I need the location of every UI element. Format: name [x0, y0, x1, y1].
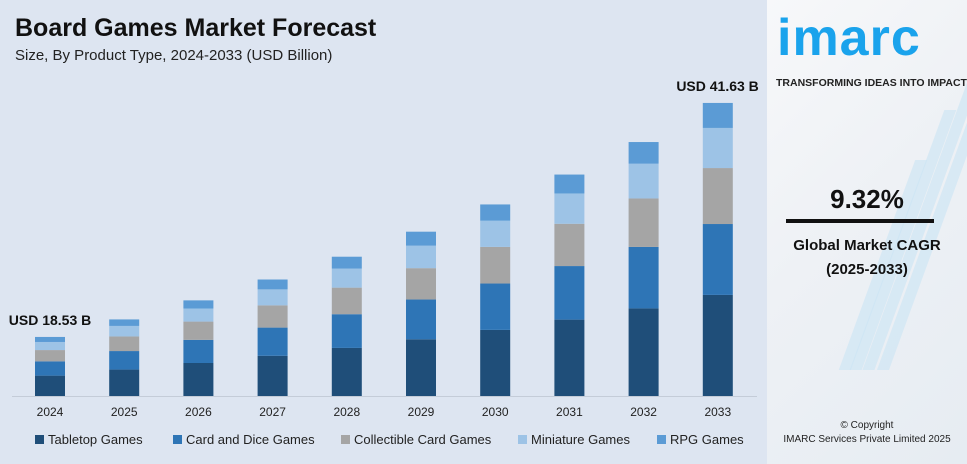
bar-segment-tabletop-games-2032 [628, 308, 659, 396]
bar-segment-rpg-games-2030 [480, 204, 511, 221]
bar-segment-collectible-card-games-2028 [331, 287, 362, 315]
cagr-divider [786, 219, 934, 223]
x-tick-label: 2030 [482, 405, 509, 419]
legend-item: Tabletop Games [35, 432, 143, 447]
bar-segment-tabletop-games-2024 [35, 375, 65, 396]
bar-segment-rpg-games-2024 [35, 336, 65, 342]
bar-segment-card-and-dice-games-2029 [406, 299, 436, 340]
bar-segment-collectible-card-games-2025 [109, 336, 140, 352]
legend-swatch [173, 435, 182, 444]
bar-segment-tabletop-games-2026 [183, 363, 214, 396]
bar-segment-miniature-games-2028 [331, 268, 362, 288]
legend-item: Collectible Card Games [341, 432, 491, 447]
chart-title: Board Games Market Forecast [15, 14, 377, 42]
legend-swatch [518, 435, 527, 444]
bar-segment-miniature-games-2031 [554, 193, 585, 224]
bar-segment-miniature-games-2030 [480, 220, 511, 247]
bar-segment-card-and-dice-games-2031 [554, 266, 585, 320]
legend-swatch [341, 435, 350, 444]
bar-segment-collectible-card-games-2030 [480, 246, 511, 284]
data-label-total: USD 41.63 B [676, 78, 758, 94]
bar-segment-card-and-dice-games-2033 [702, 224, 733, 295]
legend-label: Tabletop Games [48, 432, 143, 447]
bar-segment-miniature-games-2026 [183, 308, 214, 322]
bar-segment-card-and-dice-games-2030 [480, 283, 511, 330]
x-tick-label: 2032 [630, 405, 657, 419]
bar-segment-tabletop-games-2025 [109, 369, 140, 396]
bar-segment-collectible-card-games-2027 [257, 305, 288, 328]
bar-segment-card-and-dice-games-2032 [628, 246, 659, 309]
x-tick-label: 2025 [111, 405, 138, 419]
cagr-label-text: Global Market CAGR [793, 237, 941, 254]
bar-segment-collectible-card-games-2029 [406, 268, 436, 300]
bar-segment-collectible-card-games-2032 [628, 198, 659, 247]
bar-segment-card-and-dice-games-2024 [35, 361, 65, 376]
x-tick-label: 2028 [333, 405, 360, 419]
chart-panel: Board Games Market Forecast Size, By Pro… [0, 0, 767, 464]
legend-swatch [657, 435, 666, 444]
bar-segment-miniature-games-2024 [35, 341, 65, 351]
info-panel: imarc TRANSFORMING IDEAS INTO IMPACT 9.3… [767, 0, 967, 464]
copyright: © Copyright [840, 420, 894, 431]
bar-segment-card-and-dice-games-2028 [331, 314, 362, 348]
x-tick-label: 2024 [37, 405, 64, 419]
bar-segment-card-and-dice-games-2025 [109, 351, 140, 370]
bar-segment-rpg-games-2029 [406, 231, 436, 246]
legend-label: Card and Dice Games [186, 432, 315, 447]
legend-swatch [35, 435, 44, 444]
bar-segment-rpg-games-2026 [183, 300, 214, 309]
bar-segment-card-and-dice-games-2027 [257, 327, 288, 356]
bar-segment-collectible-card-games-2026 [183, 321, 214, 340]
legend-item: Miniature Games [518, 432, 630, 447]
bar-segment-miniature-games-2029 [406, 245, 436, 269]
legend-label: RPG Games [670, 432, 744, 447]
bar-segment-tabletop-games-2033 [702, 294, 733, 396]
legend-item: Card and Dice Games [173, 432, 315, 447]
bar-segment-miniature-games-2032 [628, 163, 659, 199]
bar-segment-miniature-games-2025 [109, 325, 140, 337]
copyright-company: IMARC Services Private Limited 2025 [783, 434, 951, 445]
brand-tagline: TRANSFORMING IDEAS INTO IMPACT [776, 77, 967, 89]
bar-segment-collectible-card-games-2031 [554, 223, 585, 267]
x-tick-label: 2033 [704, 405, 731, 419]
chart-subtitle: Size, By Product Type, 2024-2033 (USD Bi… [15, 47, 333, 64]
cagr-value: 9.32% [830, 184, 904, 214]
stacked-bar-chart: 2024 USD 18.53 B 2025 2026 2027 2028 2029 2030 2… [9, 78, 759, 419]
bar-segment-tabletop-games-2031 [554, 319, 585, 396]
bar-segment-card-and-dice-games-2026 [183, 339, 214, 364]
bar-segment-miniature-games-2033 [702, 127, 733, 169]
legend-item: RPG Games [657, 432, 744, 447]
cagr-period: (2025-2033) [826, 261, 908, 278]
bar-segment-rpg-games-2033 [702, 102, 733, 128]
bar-segment-tabletop-games-2028 [331, 347, 362, 396]
bar-segment-rpg-games-2027 [257, 279, 288, 290]
data-label-total: USD 18.53 B [9, 312, 91, 328]
bar-segment-rpg-games-2031 [554, 174, 585, 194]
legend-label: Collectible Card Games [354, 432, 492, 447]
bar-segment-miniature-games-2027 [257, 289, 288, 306]
cagr-label: Global Market CAGR (2025-2033) [767, 234, 967, 282]
bar-segment-collectible-card-games-2033 [702, 168, 733, 225]
bar-segment-rpg-games-2032 [628, 142, 659, 164]
x-tick-label: 2031 [556, 405, 583, 419]
x-tick-label: 2029 [408, 405, 435, 419]
bar-segment-tabletop-games-2030 [480, 329, 511, 396]
legend-label: Miniature Games [531, 432, 630, 447]
x-tick-label: 2027 [259, 405, 286, 419]
bar-segment-rpg-games-2028 [331, 256, 362, 269]
bar-segment-tabletop-games-2029 [406, 339, 436, 396]
x-tick-label: 2026 [185, 405, 212, 419]
bar-segment-rpg-games-2025 [109, 319, 140, 326]
imarc-logo: imarc [777, 9, 921, 67]
bar-segment-collectible-card-games-2024 [35, 350, 65, 362]
bar-segment-tabletop-games-2027 [257, 355, 288, 396]
